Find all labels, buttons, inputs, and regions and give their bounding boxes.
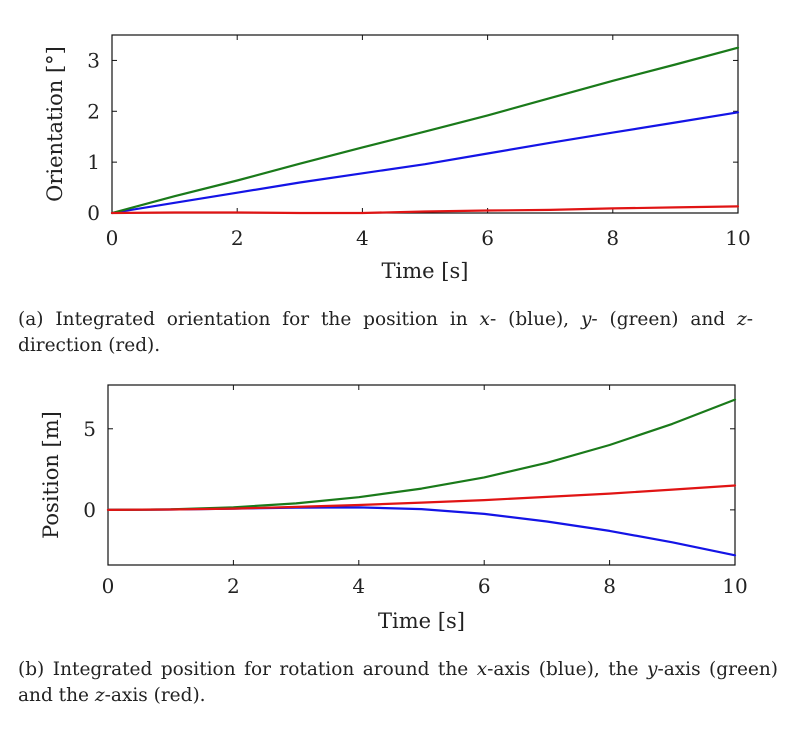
caption-a-var-y: y <box>580 309 592 330</box>
caption-b-var-z: z <box>94 685 105 706</box>
x-tick-label: 2 <box>231 226 244 250</box>
x-tick-label: 4 <box>356 226 369 250</box>
caption-a: (a) Integrated orientation for the posit… <box>18 307 753 359</box>
caption-a-text-3: - (green) and <box>591 309 737 330</box>
y-tick-label: 0 <box>87 201 100 225</box>
y-axis-title: Orientation [°] <box>43 46 67 202</box>
y-tick-label: 0 <box>83 498 96 522</box>
x-tick-label: 0 <box>102 574 115 598</box>
y-tick-label: 3 <box>87 48 100 72</box>
caption-b: (b) Integrated position for rotation aro… <box>18 657 778 709</box>
x-tick-label: 10 <box>725 226 750 250</box>
x-axis-title: Time [s] <box>382 259 469 283</box>
caption-b-text-2: -axis (blue), the <box>487 659 647 680</box>
caption-a-label: (a) <box>18 309 44 330</box>
caption-b-text-1: Integrated position for rotation around … <box>52 659 477 680</box>
x-tick-label: 8 <box>603 574 616 598</box>
chart-a: 0 2 4 6 8 10 0 1 2 3 Time [s] Orientation [°] <box>43 34 751 283</box>
y-tick-label: 2 <box>87 99 100 123</box>
caption-b-text-4: -axis (red). <box>104 685 206 706</box>
caption-b-text-3: -axis (green) and the <box>18 659 778 706</box>
caption-b-label: (b) <box>18 659 45 680</box>
series-line-red <box>106 484 737 511</box>
x-tick-label: 10 <box>722 574 747 598</box>
x-tick-label: 0 <box>106 226 119 250</box>
x-axis-title: Time [s] <box>378 609 465 633</box>
series-line-blue <box>106 506 737 557</box>
x-tick-label: 2 <box>227 574 240 598</box>
plot-frame <box>111 34 739 214</box>
series-line-red <box>110 205 740 215</box>
caption-a-text-2: - (blue), <box>489 309 581 330</box>
y-tick-label: 1 <box>87 150 100 174</box>
caption-a-var-z: z <box>737 309 747 330</box>
x-tick-label: 4 <box>352 574 365 598</box>
y-axis-title: Position [m] <box>39 411 63 539</box>
plot-frame <box>107 384 736 566</box>
caption-a-text-1: Integrated orientation for the position … <box>55 309 480 330</box>
chart-b: 0 2 4 6 8 10 0 5 Time [s] Position [m] <box>39 384 748 633</box>
y-tick-label: 5 <box>83 417 96 441</box>
series-line-green <box>106 398 737 511</box>
series-line-green <box>110 46 740 215</box>
series-line-blue <box>110 111 740 215</box>
caption-a-text-4: -direction (red). <box>18 309 754 356</box>
caption-a-var-x: x <box>479 309 490 330</box>
caption-b-var-y: y <box>646 659 658 680</box>
x-tick-label: 6 <box>478 574 491 598</box>
x-tick-label: 6 <box>481 226 494 250</box>
x-tick-label: 8 <box>606 226 619 250</box>
caption-b-var-x: x <box>476 659 488 680</box>
